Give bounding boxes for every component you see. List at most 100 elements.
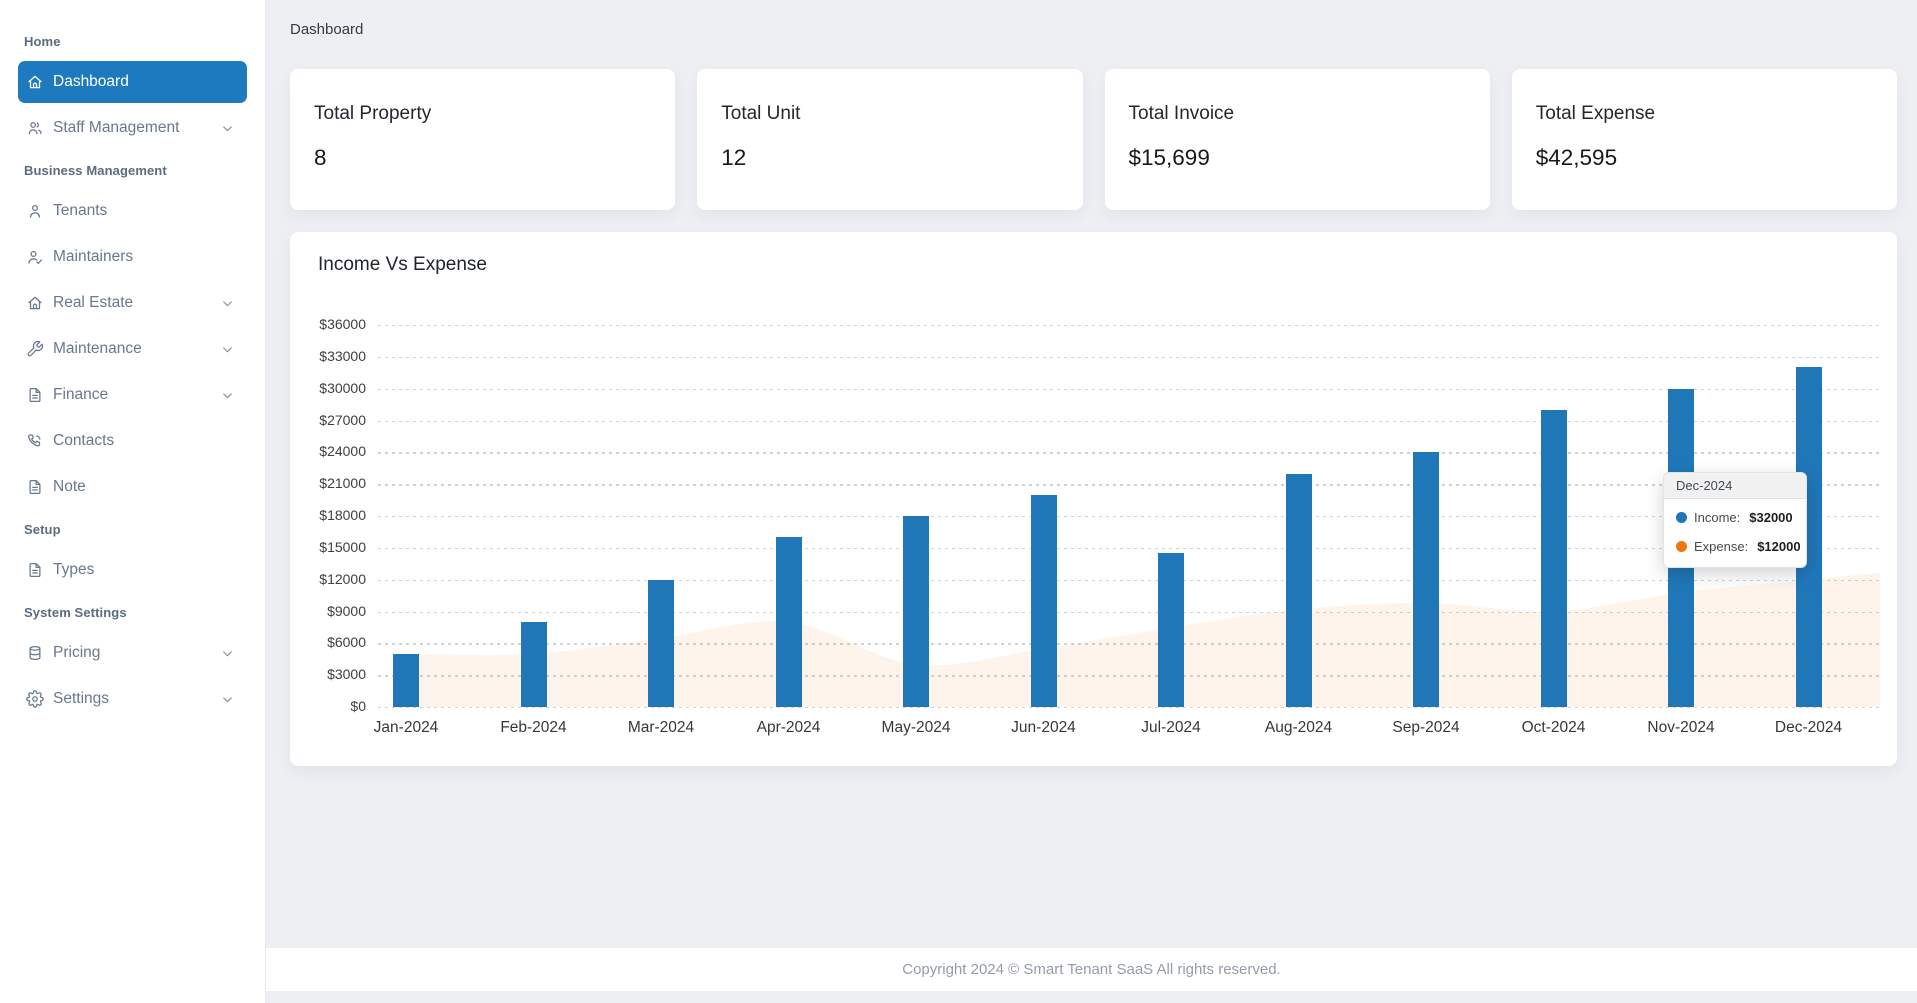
stat-value: 12 [721,145,747,170]
x-axis-label: Nov-2024 [1647,719,1715,736]
stat-card-total-unit: Total Unit 12 [697,69,1083,210]
x-axis-label: Jul-2024 [1141,719,1201,736]
income-bar-aug-2024[interactable] [1285,473,1312,707]
sidebar-item-label: Pricing [53,644,101,661]
income-bar-mar-2024[interactable] [648,579,674,707]
gridline [378,516,1880,518]
footer: Copyright 2024 © Smart Tenant SaaS All r… [266,948,1917,991]
file-icon [26,561,44,579]
stat-card-total-expense: Total Expense $42,595 [1511,69,1897,210]
income-bar-jul-2024[interactable] [1158,553,1184,707]
wrench-icon [26,340,44,358]
sidebar-section-label: Home [24,34,61,49]
sidebar-item-maintenance[interactable]: Maintenance [18,328,247,370]
y-axis-label: $12000 [319,570,366,587]
tooltip-series-label: Expense: [1694,539,1749,554]
stat-label: Total Expense [1535,103,1656,124]
chevron-down-icon [220,342,235,357]
sidebar-section-label: System Settings [24,605,127,620]
y-axis-label: $21000 [319,475,366,492]
sidebar-item-tenants[interactable]: Tenants [18,190,247,232]
file-icon [26,386,44,404]
y-axis-label: $33000 [319,347,366,364]
chart-title: Income Vs Expense [318,254,487,275]
gridline [378,643,1880,645]
home-icon [26,73,44,91]
y-axis-label: $3000 [327,666,366,683]
home-icon [26,294,44,312]
y-axis-label: $30000 [319,379,366,396]
sidebar-section-label: Setup [24,522,61,537]
sidebar-item-note[interactable]: Note [18,466,247,508]
gridline [378,356,1880,359]
gridline [378,547,1880,550]
tooltip-row-income: Income: $32000 [1664,503,1806,532]
stats-row: Total Property 8 Total Unit 12 Total Invoice… [290,69,1897,210]
tooltip-series-value: $32000 [1749,510,1793,525]
income-bar-apr-2024[interactable] [775,537,802,707]
x-axis-label: Jan-2024 [373,719,439,736]
y-axis-label: $15000 [319,538,366,555]
users-icon [26,119,44,137]
sidebar-item-staff-management[interactable]: Staff Management [18,107,247,149]
phone-icon [26,432,44,450]
gridline [378,707,1880,709]
tooltip-series-value: $12000 [1757,539,1801,554]
chevron-down-icon [220,692,235,707]
gridline [378,420,1880,422]
chevron-down-icon [220,121,235,136]
income-bar-oct-2024[interactable] [1540,409,1567,707]
sidebar: Home Dashboard Staff Management Business Ma… [0,0,266,1003]
sidebar-item-label: Contacts [53,432,115,449]
chevron-down-icon [220,646,235,661]
file-icon [26,478,44,496]
tooltip-title: Dec-2024 [1664,473,1806,499]
y-axis-label: $6000 [327,634,366,651]
x-axis-label: Jun-2024 [1011,719,1076,736]
gear-icon [26,690,44,708]
stat-value: $15,699 [1128,145,1210,170]
gridline [378,325,1880,327]
sidebar-item-types[interactable]: Types [18,549,247,591]
y-axis-label: $9000 [327,602,366,619]
gridline [378,452,1880,454]
tooltip-row-expense: Expense: $12000 [1664,532,1806,561]
sidebar-item-contacts[interactable]: Contacts [18,420,247,462]
sidebar-item-label: Types [53,561,95,578]
sidebar-item-label: Settings [53,690,110,707]
stat-value: 8 [314,145,327,170]
series-dot-icon [1676,541,1687,552]
page-title: Dashboard [290,21,364,38]
main-content: Dashboard Total Property 8 Total Unit 12 Tot… [266,0,1917,1003]
sidebar-item-settings[interactable]: Settings [18,678,247,720]
income-vs-expense-chart: Income Vs Expense Dec-2024 Income: $32000… [290,232,1897,766]
gridline [378,579,1880,582]
sidebar-item-maintainers[interactable]: Maintainers [18,236,247,278]
income-bar-feb-2024[interactable] [520,622,547,707]
database-icon [26,644,44,662]
y-axis-label: $24000 [319,443,366,460]
sidebar-item-dashboard[interactable]: Dashboard [18,61,247,103]
stat-value: $42,595 [1535,145,1618,170]
x-axis-label: Feb-2024 [500,719,567,736]
sidebar-item-label: Tenants [53,202,108,219]
y-axis-label: $27000 [319,411,366,428]
x-axis-label: Sep-2024 [1392,719,1460,736]
gridline [378,675,1880,677]
user-icon [26,202,44,220]
x-axis-label: Mar-2024 [627,719,695,736]
user-check-icon [26,248,44,266]
income-bar-jun-2024[interactable] [1030,494,1057,707]
sidebar-item-pricing[interactable]: Pricing [18,632,247,674]
gridline [378,611,1880,613]
stat-label: Total Property [314,103,432,124]
sidebar-section-label: Business Management [24,163,167,178]
sidebar-item-label: Staff Management [53,119,180,136]
income-bar-may-2024[interactable] [903,516,929,707]
sidebar-item-real-estate[interactable]: Real Estate [18,282,247,324]
y-axis-label: $36000 [319,316,366,332]
income-bar-sep-2024[interactable] [1413,452,1439,707]
income-bar-jan-2024[interactable] [393,653,419,707]
sidebar-item-label: Maintenance [53,340,142,357]
sidebar-item-finance[interactable]: Finance [18,374,247,416]
